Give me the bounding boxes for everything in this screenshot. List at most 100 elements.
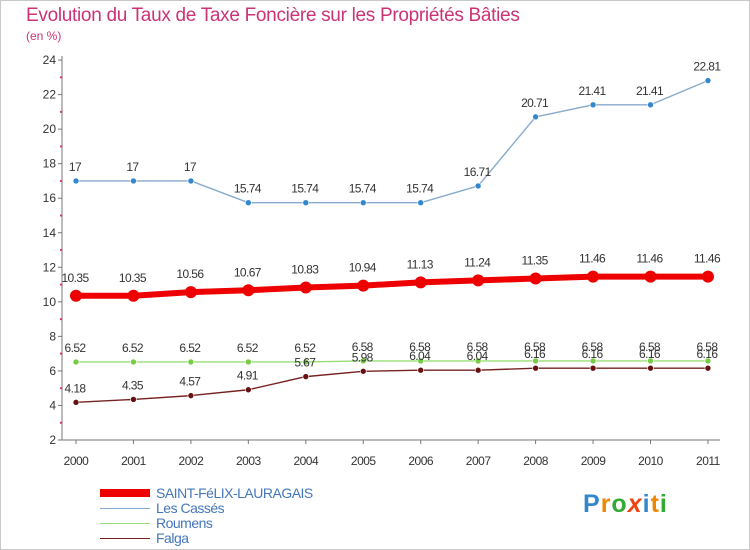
- legend-item: SAINT-FéLIX-LAURAGAIS: [100, 486, 360, 501]
- data-point: [417, 199, 425, 207]
- data-point: [417, 357, 425, 365]
- y-tick-label: 2: [49, 433, 56, 447]
- y-minor-tick: [59, 76, 63, 79]
- data-point: [647, 101, 654, 109]
- data-point: [532, 364, 539, 372]
- series-line: [76, 79, 709, 204]
- x-tick-label: 2006: [408, 454, 434, 468]
- data-point: [187, 392, 195, 399]
- y-minor-tick: [59, 387, 63, 390]
- data-point: [70, 289, 82, 302]
- chart-title: Evolution du Taux de Taxe Foncière sur l…: [26, 5, 520, 26]
- data-label: 6.58: [639, 340, 661, 354]
- y-minor-tick: [59, 110, 63, 113]
- data-point: [704, 364, 712, 372]
- data-point: [589, 357, 597, 365]
- y-minor-tick: [59, 145, 63, 148]
- data-label: 10.83: [291, 263, 319, 277]
- data-label: 4.91: [237, 369, 259, 383]
- data-point: [302, 373, 310, 380]
- data-label: 15.74: [349, 182, 377, 196]
- chart-subtitle: (en %): [26, 29, 62, 43]
- series-line: [75, 367, 708, 404]
- data-label: 6.04: [409, 349, 431, 363]
- y-minor-tick: [59, 214, 63, 217]
- data-point: [417, 366, 425, 374]
- y-minor-tick: [59, 283, 63, 286]
- data-label: 6.52: [122, 341, 144, 355]
- data-point: [357, 279, 370, 292]
- data-point: [474, 182, 482, 190]
- data-point: [587, 270, 600, 283]
- y-tick-label: 8: [49, 329, 56, 343]
- data-label: 15.74: [291, 182, 319, 196]
- legend-label: Les Cassés: [156, 500, 225, 516]
- y-minor-tick: [59, 421, 63, 424]
- legend-item: Roumens: [100, 516, 360, 531]
- data-label: 6.16: [582, 347, 604, 361]
- legend-label: Roumens: [156, 515, 213, 531]
- data-label: 6.58: [696, 340, 718, 354]
- data-point: [130, 177, 137, 185]
- data-label: 11.46: [579, 252, 606, 266]
- logo-letter: i: [642, 490, 651, 518]
- legend-label: SAINT-FéLIX-LAURAGAIS: [156, 485, 313, 501]
- data-point: [589, 364, 597, 372]
- data-label: 21.41: [579, 84, 607, 98]
- data-point: [72, 358, 80, 366]
- data-point: [72, 177, 80, 185]
- x-tick-label: 2001: [121, 454, 147, 468]
- data-label: 17: [184, 160, 197, 174]
- data-point: [245, 199, 252, 207]
- x-tick-label: 2000: [64, 454, 90, 468]
- y-tick-label: 4: [49, 398, 56, 412]
- data-label: 10.56: [176, 267, 204, 281]
- data-label: 17: [69, 160, 82, 174]
- data-label: 6.58: [352, 340, 374, 354]
- data-label: 6.52: [65, 341, 87, 355]
- x-tick-label: 2003: [236, 454, 262, 468]
- data-point: [245, 358, 252, 366]
- data-point: [130, 358, 137, 366]
- data-label: 6.52: [294, 341, 316, 355]
- x-tick-label: 2007: [466, 454, 492, 468]
- data-point: [302, 358, 310, 366]
- y-tick-label: 10: [43, 295, 57, 309]
- x-tick-label: 2004: [293, 454, 319, 468]
- y-tick-label: 14: [43, 226, 57, 240]
- data-label: 10.35: [61, 271, 89, 285]
- x-tick-label: 2011: [696, 454, 721, 468]
- data-point: [187, 177, 195, 185]
- logo-letter: i: [659, 490, 668, 518]
- data-label: 6.16: [639, 347, 661, 361]
- y-minor-tick: [59, 352, 63, 355]
- y-tick-label: 16: [43, 191, 57, 205]
- data-point: [701, 270, 714, 283]
- data-point: [647, 357, 654, 365]
- data-label: 11.24: [464, 255, 491, 269]
- y-tick-label: 12: [43, 260, 57, 274]
- legend-item: Les Cassés: [100, 501, 360, 516]
- data-label: 6.58: [582, 340, 604, 354]
- data-point: [704, 77, 712, 84]
- data-label: 11.35: [522, 254, 549, 268]
- data-point: [532, 113, 539, 121]
- logo-letter: t: [650, 490, 660, 518]
- legend-swatch: [100, 538, 150, 539]
- data-point: [704, 357, 712, 365]
- data-point: [472, 274, 485, 287]
- x-tick-label: 2008: [523, 454, 549, 468]
- data-point: [302, 199, 310, 207]
- data-label: 17: [126, 160, 139, 174]
- data-point: [359, 367, 367, 375]
- data-point: [474, 366, 482, 374]
- data-label: 6.58: [467, 340, 489, 354]
- data-label: 5.67: [294, 356, 316, 370]
- data-label: 21.41: [636, 84, 664, 98]
- data-label: 10.94: [349, 261, 377, 275]
- legend-swatch: [100, 489, 150, 497]
- data-label: 4.57: [179, 375, 201, 389]
- proxiti-logo: Proxiti: [583, 490, 668, 519]
- data-point: [474, 357, 482, 365]
